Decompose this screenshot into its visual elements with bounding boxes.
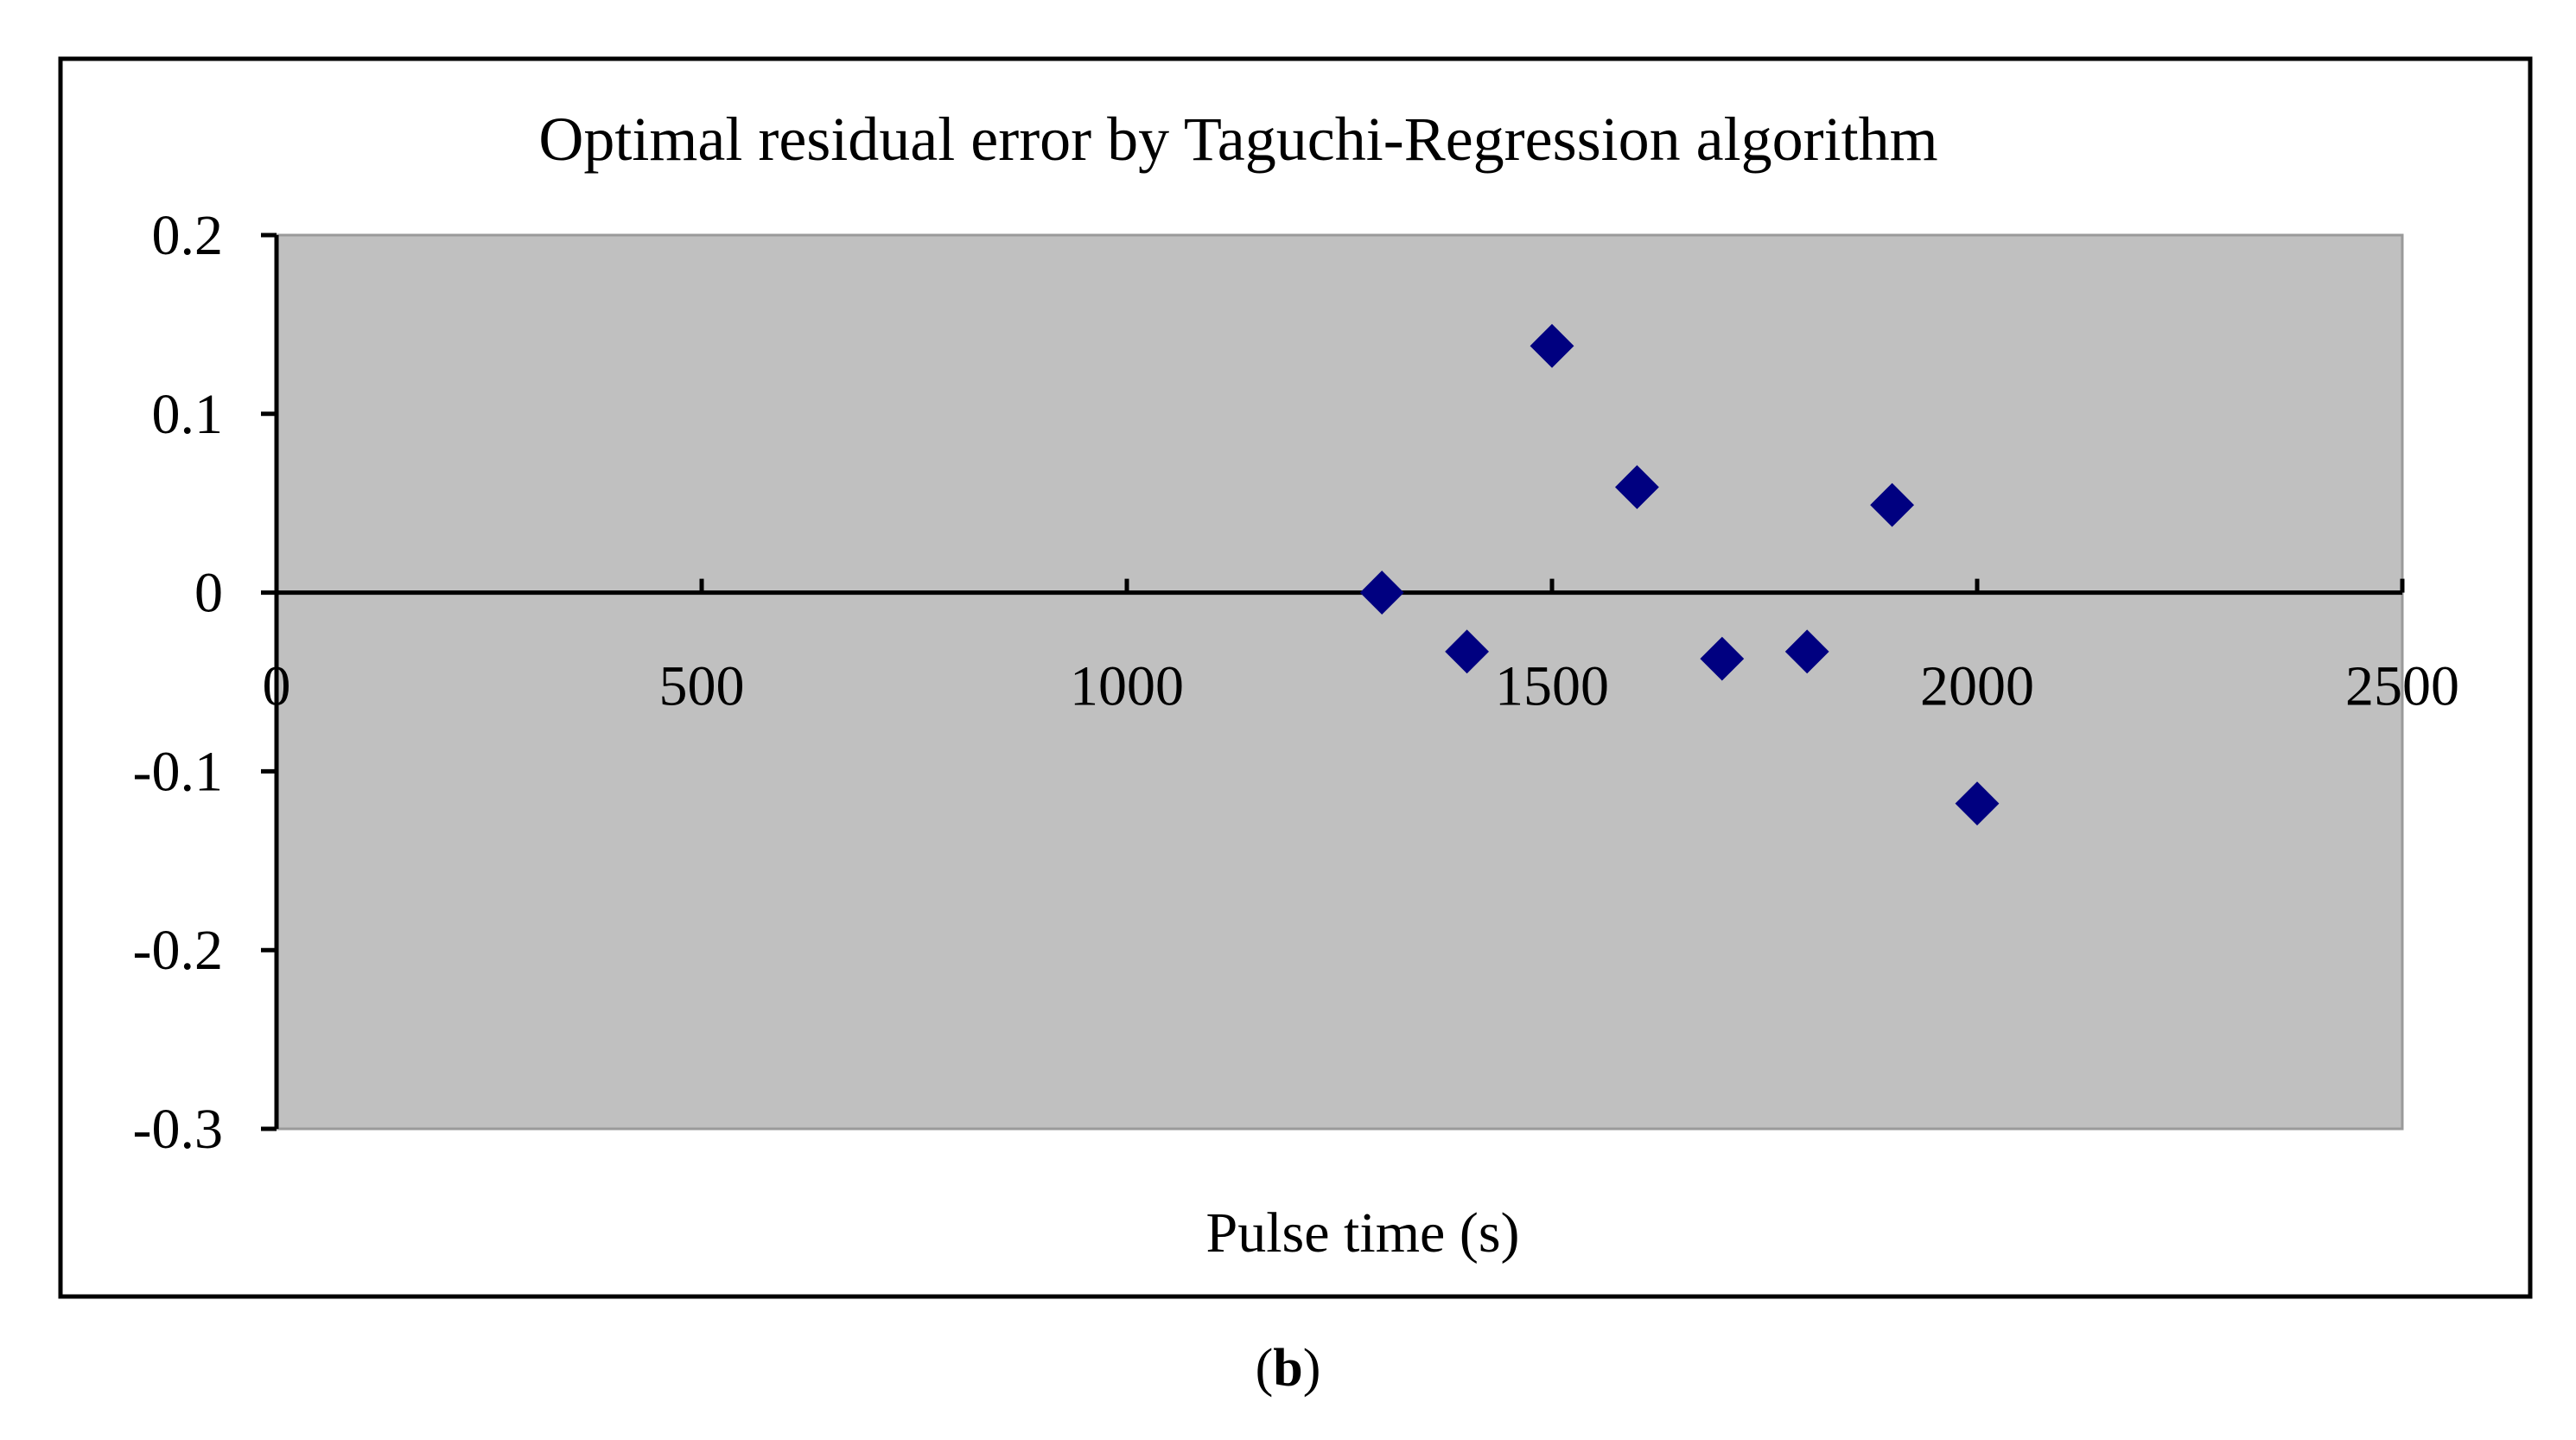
y-tick-label: -0.2: [133, 919, 223, 982]
data-point-marker: [1445, 629, 1490, 674]
data-point-marker: [1614, 465, 1659, 510]
caption-close: ): [1302, 1339, 1321, 1398]
caption-letter: b: [1273, 1339, 1303, 1398]
x-tick-label: 0: [263, 655, 291, 718]
data-point-marker: [1359, 570, 1404, 615]
y-tick-label: 0.1: [152, 383, 224, 446]
axes-group: [261, 233, 2405, 1131]
data-point-marker: [1784, 629, 1829, 674]
x-tick-label: 500: [659, 655, 745, 718]
x-axis-label: Pulse time (s): [1206, 1201, 1520, 1265]
y-tick-label: 0.2: [152, 204, 224, 267]
x-tick-label: 1500: [1495, 655, 1609, 718]
data-point-marker: [1870, 482, 1915, 527]
data-point-marker: [1955, 781, 2000, 826]
x-tick-label: 2500: [2345, 655, 2459, 718]
x-tick-label: 1000: [1070, 655, 1184, 718]
chart-title: Optimal residual error by Taguchi-Regres…: [538, 105, 1937, 174]
caption-open: (: [1255, 1339, 1274, 1398]
data-point-marker: [1530, 323, 1574, 368]
y-tick-label: -0.3: [133, 1098, 223, 1161]
data-markers: [1359, 323, 2000, 826]
x-tick-labels: 0 500 1000 1500 2000 2500: [263, 655, 2460, 718]
y-tick-label: -0.1: [133, 740, 223, 803]
x-tick-label: 2000: [1920, 655, 2034, 718]
y-tick-label: 0: [194, 562, 223, 625]
y-tick-labels: 0.2 0.1 0 -0.1 -0.2 -0.3: [133, 204, 223, 1161]
data-point-marker: [1700, 636, 1745, 681]
figure-caption: (b): [0, 1338, 2576, 1399]
plot-area: [275, 233, 2404, 1131]
